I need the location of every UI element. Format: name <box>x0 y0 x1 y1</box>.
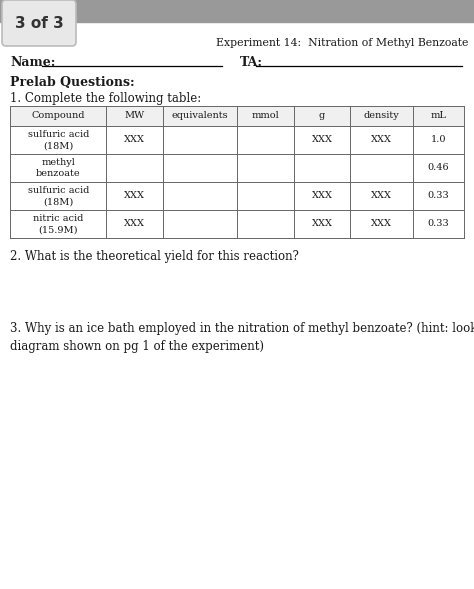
Text: Compound: Compound <box>31 111 85 121</box>
Text: methyl
benzoate: methyl benzoate <box>36 158 81 178</box>
Text: 1. Complete the following table:: 1. Complete the following table: <box>10 92 201 105</box>
Text: 0.33: 0.33 <box>428 220 449 229</box>
Text: XXX: XXX <box>371 135 392 144</box>
Text: XXX: XXX <box>124 191 146 200</box>
Text: XXX: XXX <box>311 191 333 200</box>
Text: XXX: XXX <box>371 220 392 229</box>
Text: MW: MW <box>125 111 145 121</box>
Text: 0.46: 0.46 <box>428 164 449 173</box>
Text: 2. What is the theoretical yield for this reaction?: 2. What is the theoretical yield for thi… <box>10 250 299 263</box>
Text: 0.33: 0.33 <box>428 191 449 200</box>
Text: XXX: XXX <box>371 191 392 200</box>
FancyBboxPatch shape <box>2 0 76 46</box>
Bar <box>0 0 474 22</box>
Text: g: g <box>319 111 325 121</box>
Text: TA:: TA: <box>240 56 263 69</box>
Text: nitric acid
(15.9M): nitric acid (15.9M) <box>33 214 83 234</box>
Text: 1.0: 1.0 <box>431 135 446 144</box>
Text: XXX: XXX <box>124 220 146 229</box>
Bar <box>10 106 464 126</box>
Text: Prelab Questions:: Prelab Questions: <box>10 76 135 89</box>
Text: XXX: XXX <box>124 135 146 144</box>
Text: sulfuric acid
(18M): sulfuric acid (18M) <box>27 186 89 206</box>
Text: 3. Why is an ice bath employed in the nitration of methyl benzoate? (hint: look : 3. Why is an ice bath employed in the ni… <box>10 322 474 353</box>
Text: density: density <box>364 111 400 121</box>
Text: 3 of 3: 3 of 3 <box>15 15 64 31</box>
Text: XXX: XXX <box>311 135 333 144</box>
Text: mmol: mmol <box>252 111 279 121</box>
Text: sulfuric acid
(18M): sulfuric acid (18M) <box>27 130 89 150</box>
Text: mL: mL <box>430 111 447 121</box>
Text: Name:: Name: <box>10 56 55 69</box>
Text: XXX: XXX <box>311 220 333 229</box>
Text: Experiment 14:  Nitration of Methyl Benzoate: Experiment 14: Nitration of Methyl Benzo… <box>216 38 468 48</box>
Text: equivalents: equivalents <box>172 111 228 121</box>
